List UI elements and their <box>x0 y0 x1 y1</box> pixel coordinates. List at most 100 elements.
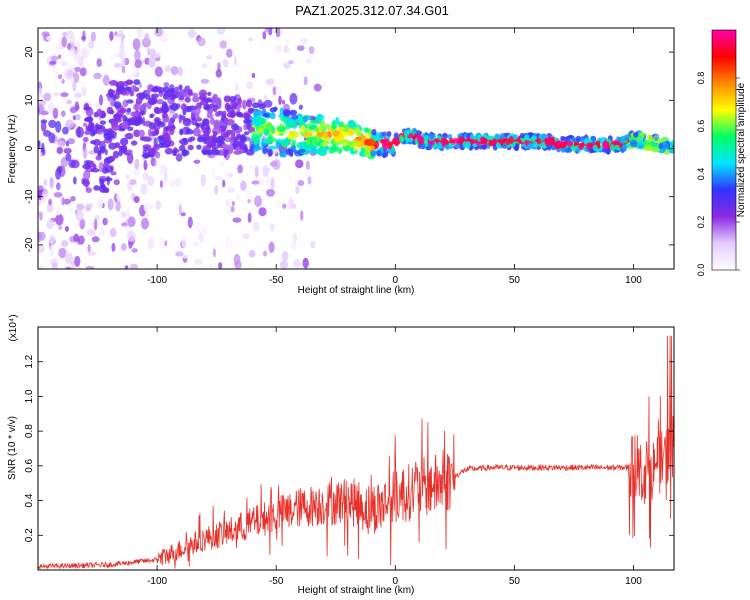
spectrogram-cell <box>275 86 282 97</box>
spectrogram-cell <box>367 138 376 146</box>
spectrogram-cell <box>216 28 226 35</box>
spectrogram-cell <box>212 248 216 258</box>
spectrogram-cell <box>182 254 190 259</box>
spectrogram-cell <box>448 142 454 148</box>
spectrogram-cell <box>88 39 95 49</box>
spectrogram-cell <box>95 155 102 161</box>
spectrogram-cell <box>308 45 315 55</box>
spectrogram-cell <box>49 234 55 246</box>
spectrogram-cell <box>646 134 653 141</box>
spectrogram-cell <box>328 146 335 154</box>
spectrogram-cell <box>38 140 41 150</box>
spectrogram-cell <box>207 91 212 97</box>
spectrogram-cell <box>133 195 140 204</box>
spectrogram-cell <box>196 136 205 143</box>
colorbar: 0.0 0.2 0.4 0.6 0.8 Normalized spectral ampl… <box>696 29 747 276</box>
spectrogram-ytick-label: -10 <box>24 189 35 204</box>
spectrogram-cell <box>429 140 435 146</box>
spectrogram-cell <box>547 137 553 145</box>
spectrogram-cell <box>292 232 297 243</box>
spectrogram-cell <box>83 169 91 181</box>
spectrogram-cell <box>48 119 57 129</box>
spectrogram-cell <box>303 132 313 137</box>
spectrogram-cell <box>269 111 276 120</box>
spectrogram-cell <box>202 145 208 152</box>
spectrogram-cell <box>118 145 125 151</box>
spectrogram-cell <box>277 126 286 133</box>
spectrogram-cell <box>298 104 303 110</box>
spectrogram-cell <box>254 165 259 178</box>
spectrogram-cell <box>258 175 265 186</box>
spectrogram-cell <box>138 129 145 138</box>
snr-ytick-label: 0.6 <box>24 458 35 472</box>
spectrogram-cell <box>139 92 146 100</box>
spectrogram-cell <box>300 125 306 133</box>
spectrogram-cell <box>424 134 430 142</box>
snr-ytick-label: 0.2 <box>24 528 35 542</box>
spectrogram-cell <box>332 130 340 137</box>
spectrogram-cell <box>53 92 60 97</box>
spectrogram-cell <box>98 185 108 193</box>
spectrogram-cell <box>111 242 116 252</box>
spectrogram-cell <box>142 172 149 181</box>
spectrogram-cell <box>469 134 475 140</box>
spectrogram-cell <box>622 144 628 152</box>
spectrogram-cell <box>296 45 305 52</box>
spectrogram-cell <box>527 142 533 149</box>
snr-ylabel: SNR (10 * v/v) <box>7 416 18 480</box>
spectrogram-cell <box>149 48 156 58</box>
spectrogram-cell <box>263 250 268 257</box>
spectrogram-cell <box>567 140 573 148</box>
spectrogram-cell <box>570 145 576 151</box>
spectrogram-cell <box>181 236 187 248</box>
spectrogram-cell <box>155 200 162 211</box>
spectrogram-cell <box>104 148 108 156</box>
spectrogram-cell <box>248 249 256 258</box>
spectrogram-cell <box>153 86 159 91</box>
spectrogram-cell <box>560 146 566 153</box>
spectrogram-cell <box>375 132 381 141</box>
spectrogram-cell <box>297 148 306 154</box>
spectrogram-cell <box>275 44 282 53</box>
spectrogram-cell <box>114 101 122 109</box>
spectrogram-cell <box>279 216 286 224</box>
spectrogram-cell <box>297 179 305 187</box>
spectrogram-cell <box>93 72 102 80</box>
spectrogram-cell <box>59 61 69 67</box>
spectrogram-cell <box>245 99 253 108</box>
spectrogram-cell <box>134 49 141 62</box>
spectrogram-cell <box>170 94 175 101</box>
spectrogram-cell <box>592 144 598 152</box>
spectrogram-cell <box>226 172 234 178</box>
spectrogram-cell <box>279 260 288 269</box>
spectrogram-cell <box>48 198 52 206</box>
spectrogram-cell <box>343 145 351 152</box>
spectrogram-cell <box>187 89 193 96</box>
spectrogram-cell <box>262 31 267 40</box>
colorbar-gradient <box>711 29 737 271</box>
spectrogram-cell <box>196 221 202 233</box>
spectrogram-cell <box>161 101 168 109</box>
spectrogram-cell <box>370 149 376 157</box>
spectrogram-cell <box>210 137 217 146</box>
spectrogram-cell <box>121 56 126 69</box>
snr-xtick-label: 100 <box>625 576 642 587</box>
spectrogram-cell <box>488 135 494 141</box>
spectrogram-cell <box>49 176 54 189</box>
spectrogram-cell <box>465 141 471 149</box>
spectrogram-cell <box>602 143 608 150</box>
spectrogram-cell <box>108 142 117 150</box>
spectrogram-cell <box>182 109 187 116</box>
spectrogram-cell <box>172 150 177 157</box>
spectrogram-cell <box>284 38 289 44</box>
spectrogram-cell <box>133 79 141 86</box>
spectrogram-cell <box>106 106 114 115</box>
spectrogram-cell <box>282 203 287 209</box>
spectrogram-cell <box>499 133 505 140</box>
spectrogram-cell <box>51 65 59 76</box>
spectrogram-cell <box>148 55 156 68</box>
snr-ytick-label: 0.8 <box>24 424 35 438</box>
spectrogram-cell <box>381 131 387 137</box>
spectrogram-cell <box>407 137 413 143</box>
